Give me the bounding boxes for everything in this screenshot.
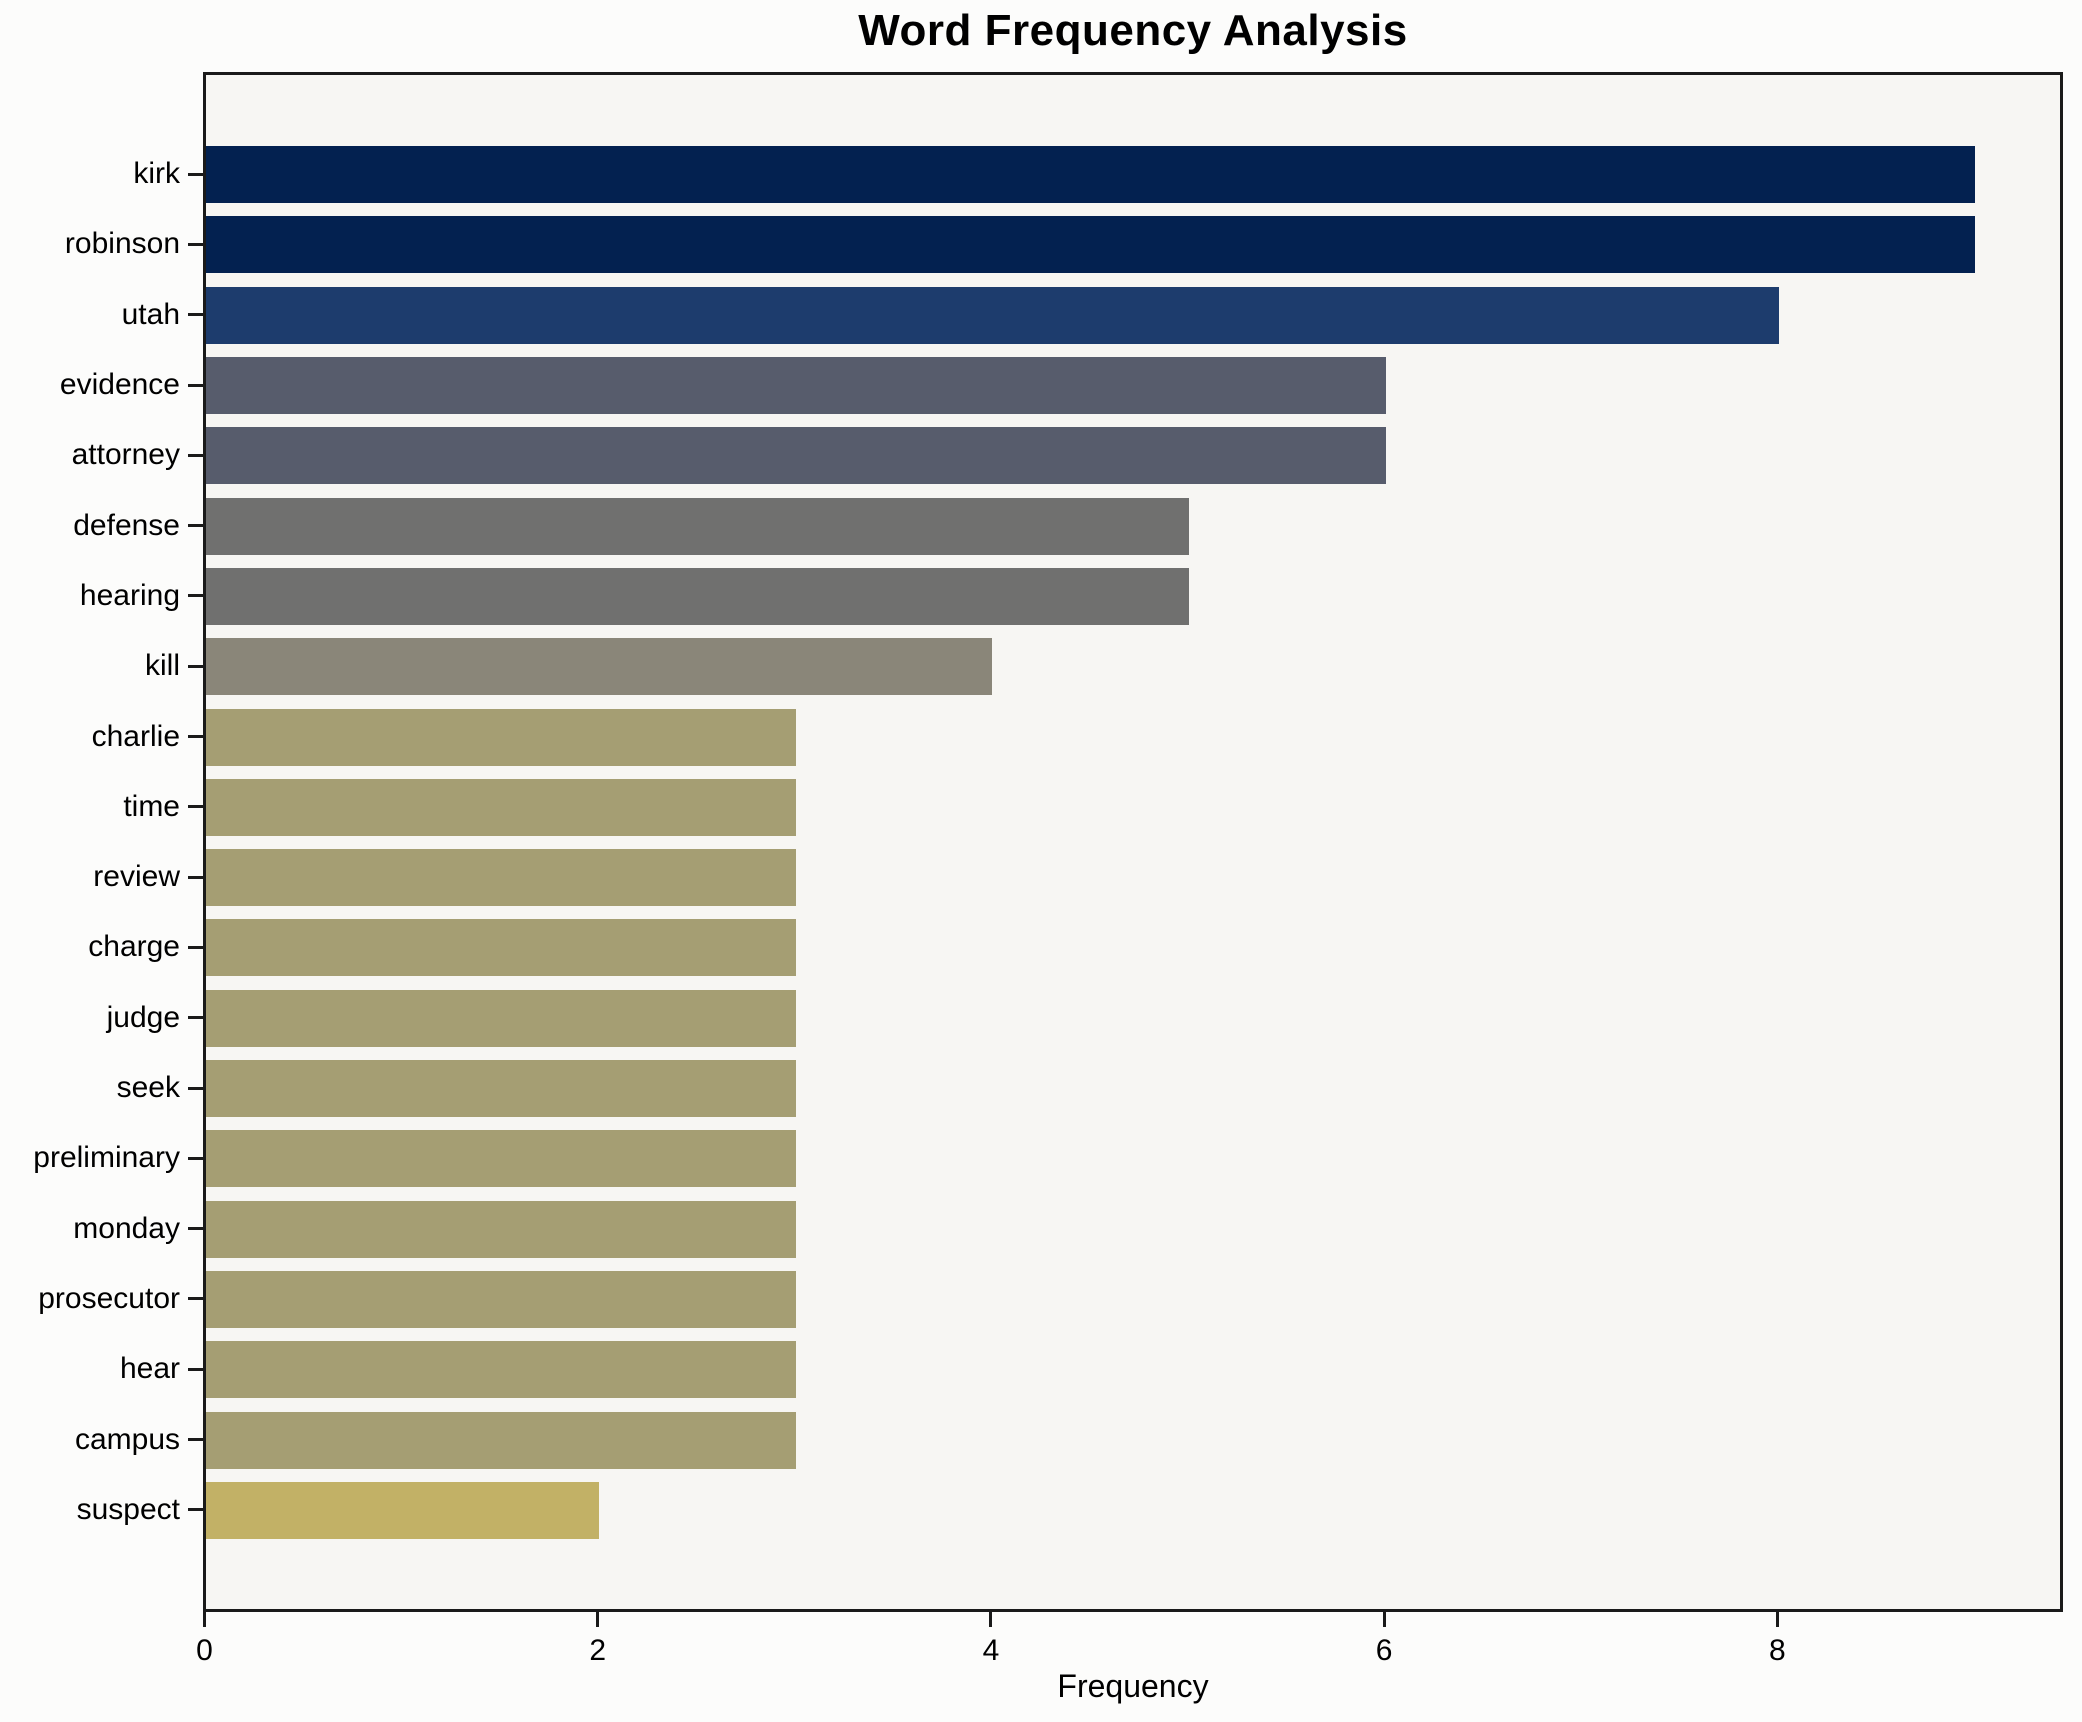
x-tick-label-6: 6	[1375, 1634, 1393, 1667]
bar-review	[206, 849, 796, 907]
y-tick-label-seek: seek	[116, 1071, 180, 1105]
y-tick-charlie	[188, 735, 203, 739]
bar-robinson	[206, 216, 1976, 274]
y-tick-label-defense: defense	[73, 508, 180, 542]
y-tick-label-campus: campus	[74, 1422, 180, 1456]
bar-evidence	[206, 357, 1386, 415]
x-axis-title: Frequency	[1057, 1668, 1209, 1704]
y-tick-label-hearing: hearing	[79, 578, 180, 612]
x-tick-2	[596, 1612, 600, 1627]
y-tick-judge	[188, 1016, 203, 1020]
y-tick-label-hear: hear	[119, 1352, 180, 1386]
y-tick-monday	[188, 1227, 203, 1231]
y-tick-hear	[188, 1367, 203, 1371]
y-tick-label-preliminary: preliminary	[33, 1141, 180, 1175]
y-tick-hearing	[188, 594, 203, 598]
bar-preliminary	[206, 1130, 796, 1188]
y-tick-label-kirk: kirk	[133, 157, 180, 191]
bar-suspect	[206, 1481, 600, 1539]
bar-campus	[206, 1411, 796, 1469]
y-tick-prosecutor	[188, 1297, 203, 1301]
y-tick-utah	[188, 313, 203, 317]
y-tick-label-robinson: robinson	[64, 227, 180, 261]
y-tick-evidence	[188, 383, 203, 387]
x-tick-4	[989, 1612, 993, 1627]
bar-utah	[206, 286, 1779, 344]
x-tick-label-2: 2	[589, 1634, 607, 1667]
y-tick-time	[188, 805, 203, 809]
bar-hearing	[206, 567, 1190, 625]
plot-area	[203, 72, 2063, 1612]
y-tick-label-time: time	[123, 789, 180, 823]
y-tick-defense	[188, 524, 203, 528]
y-tick-label-charlie: charlie	[91, 719, 180, 753]
y-tick-charge	[188, 945, 203, 949]
y-tick-attorney	[188, 453, 203, 457]
bar-attorney	[206, 427, 1386, 485]
y-tick-seek	[188, 1086, 203, 1090]
y-tick-preliminary	[188, 1156, 203, 1160]
y-tick-label-utah: utah	[121, 297, 180, 331]
x-tick-6	[1382, 1612, 1386, 1627]
x-tick-label-4: 4	[982, 1634, 1000, 1667]
bar-judge	[206, 989, 796, 1047]
bar-charlie	[206, 708, 796, 766]
x-tick-label-0: 0	[196, 1634, 213, 1667]
x-tick-label-8: 8	[1769, 1634, 1786, 1667]
y-tick-label-prosecutor: prosecutor	[38, 1281, 180, 1315]
bar-hear	[206, 1341, 796, 1399]
y-tick-label-charge: charge	[88, 930, 180, 964]
y-tick-label-monday: monday	[73, 1211, 180, 1245]
y-tick-robinson	[188, 242, 203, 246]
x-tick-8	[1775, 1612, 1779, 1627]
y-tick-campus	[188, 1438, 203, 1442]
bar-prosecutor	[206, 1270, 796, 1328]
y-tick-suspect	[188, 1508, 203, 1512]
bar-kill	[206, 638, 993, 696]
bar-defense	[206, 497, 1190, 555]
chart-title: Word Frequency Analysis	[858, 6, 1408, 55]
bar-seek	[206, 1060, 796, 1118]
y-tick-review	[188, 875, 203, 879]
bar-time	[206, 778, 796, 836]
y-tick-label-judge: judge	[106, 1000, 180, 1034]
bar-kirk	[206, 146, 1976, 204]
y-tick-label-kill: kill	[145, 649, 180, 683]
y-tick-label-evidence: evidence	[59, 368, 180, 402]
x-tick-0	[203, 1612, 206, 1627]
bar-charge	[206, 919, 796, 977]
y-tick-kirk	[188, 172, 203, 176]
y-tick-label-attorney: attorney	[71, 438, 180, 472]
y-tick-label-review: review	[93, 860, 180, 894]
y-tick-kill	[188, 664, 203, 668]
bar-monday	[206, 1200, 796, 1258]
y-tick-label-suspect: suspect	[76, 1492, 180, 1526]
